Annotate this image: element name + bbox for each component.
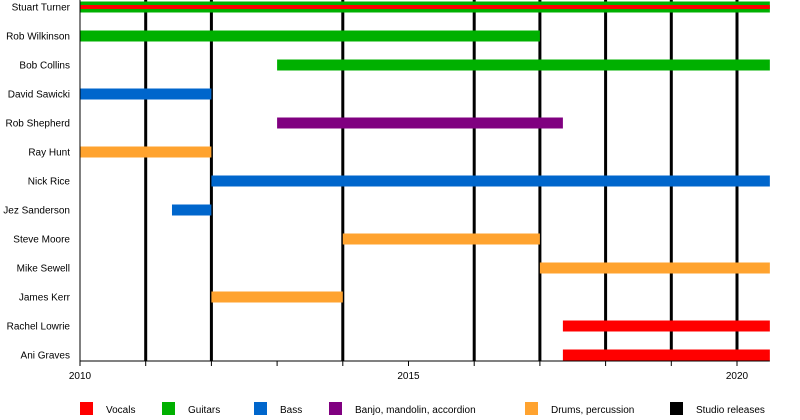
member-label: Nick Rice	[28, 177, 71, 188]
bar-guitars	[277, 59, 770, 71]
member-label: James Kerr	[19, 293, 71, 304]
bar-vocals	[80, 5, 770, 9]
member-label: Ani Graves	[21, 351, 70, 362]
bar-banjo	[277, 117, 563, 129]
member-label: Bob Collins	[19, 61, 70, 72]
bar-drums	[539, 262, 770, 274]
bar-bass	[171, 204, 212, 216]
bar-vocals	[562, 349, 770, 361]
bar-drums	[80, 146, 212, 158]
legend-label-guitars: Guitars	[188, 405, 220, 416]
x-tick-label: 2010	[69, 371, 92, 382]
legend-swatch-vocals	[80, 402, 93, 415]
legend-swatch-bass	[254, 402, 267, 415]
member-label: Rob Wilkinson	[6, 32, 70, 43]
member-label: Mike Sewell	[17, 264, 70, 275]
bar-bass	[211, 175, 770, 187]
legend-label-banjo: Banjo, mandolin, accordion	[355, 405, 476, 416]
member-label: Ray Hunt	[28, 148, 70, 159]
member-label: Stuart Turner	[12, 3, 71, 14]
legend-swatch-guitars	[162, 402, 175, 415]
member-label: Rob Shepherd	[6, 119, 71, 130]
member-label: Rachel Lowrie	[7, 322, 71, 333]
x-tick-label: 2020	[726, 371, 749, 382]
member-label: David Sawicki	[8, 90, 70, 101]
bar-drums	[211, 291, 343, 303]
legend-label-releases: Studio releases	[696, 405, 765, 416]
bar-vocals	[562, 320, 770, 332]
x-tick-label: 2015	[397, 371, 420, 382]
bar-drums	[342, 233, 540, 245]
legend-swatch-banjo	[329, 402, 342, 415]
legend-swatch-drums	[525, 402, 538, 415]
member-label: Steve Moore	[13, 235, 70, 246]
legend-label-vocals: Vocals	[106, 405, 135, 416]
legend-label-drums: Drums, percussion	[551, 405, 634, 416]
bar-guitars	[80, 30, 540, 42]
legend-label-bass: Bass	[280, 405, 302, 416]
member-label: Jez Sanderson	[3, 206, 70, 217]
bar-bass	[80, 88, 212, 100]
legend-swatch-releases	[670, 402, 683, 415]
